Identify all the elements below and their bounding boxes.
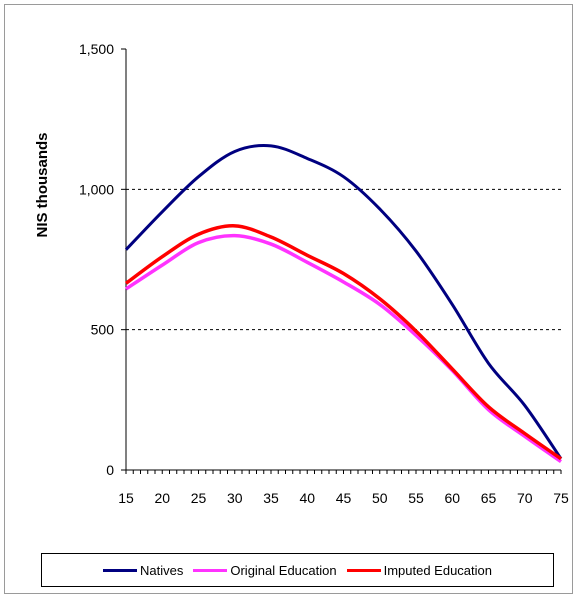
legend-item: Imputed Education xyxy=(346,562,492,578)
x-tick-label: 20 xyxy=(154,490,170,506)
x-tick-label: 50 xyxy=(372,490,388,506)
x-tick-label: 35 xyxy=(263,490,279,506)
x-tick-label: 70 xyxy=(517,490,533,506)
legend-label: Imputed Education xyxy=(383,562,492,578)
series-line-imputed-education xyxy=(124,224,563,461)
legend-swatch xyxy=(346,568,381,572)
x-tick-label: 25 xyxy=(191,490,207,506)
x-axis: 15 20 25 30 35 40 45 50 55 60 65 70 75 xyxy=(118,469,569,506)
legend-swatch xyxy=(193,568,228,572)
legend-label: Original Education xyxy=(230,562,337,578)
y-tick-label: 500 xyxy=(91,322,115,338)
x-tick-label: 75 xyxy=(553,490,569,506)
legend-swatch xyxy=(103,568,137,572)
y-axis-label: NIS thousands xyxy=(34,132,51,237)
line-chart: 0 500 1,000 1,500 15 20 25 30 35 40 45 50 55 60 65 70 7… xyxy=(34,41,569,506)
y-tick-label: 1,000 xyxy=(79,181,114,197)
y-axis: 0 500 1,000 1,500 xyxy=(79,41,127,478)
y-tick-label: 0 xyxy=(106,462,114,478)
x-tick-label: 40 xyxy=(299,490,315,506)
legend-item: Natives xyxy=(103,563,183,578)
x-tick-label: 15 xyxy=(118,490,134,506)
legend-item: Original Education xyxy=(193,562,337,578)
x-tick-label: 45 xyxy=(336,490,352,506)
x-tick-label: 55 xyxy=(408,490,424,506)
x-tick-label: 65 xyxy=(481,490,497,506)
series-lines xyxy=(124,143,563,464)
legend-label: Natives xyxy=(140,562,184,578)
y-tick-label: 1,500 xyxy=(79,41,114,57)
gridlines xyxy=(126,188,561,331)
chart-frame: 0 500 1,000 1,500 15 20 25 30 35 40 45 50 55 60 65 70 7… xyxy=(4,4,573,594)
series-line-natives xyxy=(124,143,563,460)
x-tick-label: 60 xyxy=(444,490,460,506)
series-line-original-education xyxy=(125,233,563,464)
x-tick-label: 30 xyxy=(227,490,243,506)
legend: Natives Original Education Imputed Educati… xyxy=(41,553,554,587)
